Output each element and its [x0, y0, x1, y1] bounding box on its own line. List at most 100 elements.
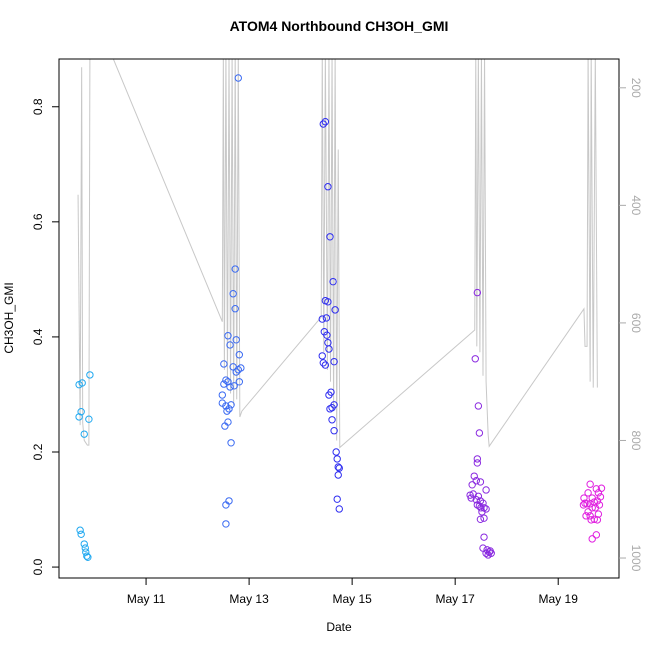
point	[80, 540, 88, 548]
point	[471, 355, 479, 363]
point	[81, 544, 89, 552]
point	[325, 391, 333, 399]
point	[226, 383, 234, 391]
point	[474, 402, 483, 410]
point	[597, 484, 606, 492]
point	[588, 504, 596, 512]
y2-tick-label: 800	[629, 430, 643, 450]
point	[580, 494, 588, 502]
point	[584, 489, 592, 497]
x-tick-label: May 19	[539, 592, 579, 606]
point	[232, 336, 240, 344]
point	[588, 535, 596, 543]
point	[229, 290, 237, 298]
point	[321, 118, 330, 126]
point	[470, 472, 478, 480]
point	[593, 497, 602, 505]
point	[592, 531, 601, 539]
point	[593, 516, 602, 524]
y-tick-label: 0.4	[31, 328, 45, 345]
point	[227, 401, 235, 409]
point	[224, 332, 232, 340]
point	[586, 480, 594, 488]
pressure-line	[77, 59, 598, 449]
point	[226, 341, 234, 349]
point	[222, 501, 230, 509]
point	[322, 314, 331, 322]
point	[329, 277, 337, 286]
point	[333, 495, 341, 503]
point	[77, 530, 85, 538]
point	[334, 463, 342, 471]
point	[230, 382, 238, 390]
point	[584, 508, 592, 516]
point	[482, 486, 490, 494]
plot-frame	[58, 58, 620, 579]
point	[335, 464, 343, 472]
point	[220, 380, 228, 388]
point	[331, 306, 339, 314]
point	[76, 526, 84, 534]
point	[325, 345, 333, 353]
point	[323, 331, 331, 339]
point	[594, 510, 603, 518]
point	[234, 74, 242, 82]
y-tick-label: 0.0	[31, 558, 45, 575]
point	[477, 504, 485, 512]
point	[319, 359, 327, 367]
point	[222, 376, 230, 384]
point	[328, 416, 336, 424]
point	[86, 371, 94, 379]
point	[318, 315, 326, 323]
point	[77, 408, 85, 416]
point	[75, 413, 83, 421]
point	[235, 378, 244, 386]
point	[583, 500, 591, 508]
x-axis-label: Date	[326, 620, 352, 634]
point	[591, 504, 600, 512]
point	[234, 366, 242, 374]
point	[590, 515, 598, 524]
point	[482, 549, 490, 557]
y-tick-label: 0.2	[31, 443, 45, 460]
point	[472, 496, 480, 504]
point	[579, 501, 588, 509]
x-tick-label: May 15	[332, 592, 372, 606]
point	[85, 415, 93, 423]
point	[468, 481, 476, 489]
point	[221, 422, 229, 430]
point	[473, 459, 482, 467]
point	[324, 298, 332, 306]
point	[473, 455, 482, 463]
point	[326, 233, 334, 241]
point	[485, 548, 493, 556]
point	[319, 120, 327, 128]
point	[227, 439, 235, 447]
point	[480, 533, 488, 541]
point	[473, 288, 482, 297]
point	[334, 471, 342, 479]
point	[231, 265, 239, 273]
y-tick-label: 0.6	[31, 213, 45, 230]
point	[475, 429, 484, 437]
x-tick-label: May 17	[435, 592, 475, 606]
point	[476, 515, 485, 524]
point	[232, 368, 240, 376]
y-tick-label: 0.8	[31, 98, 45, 115]
point	[218, 391, 227, 399]
point	[84, 553, 92, 561]
point	[321, 361, 330, 369]
x-tick-label: May 11	[127, 592, 166, 606]
point	[330, 427, 338, 435]
y2-tick-label: 200	[629, 78, 643, 98]
point	[326, 405, 334, 413]
point	[472, 477, 480, 485]
y2-tick-label: 1000	[629, 545, 643, 572]
point	[478, 508, 486, 516]
point	[83, 552, 91, 560]
point	[225, 405, 233, 413]
y2-tick-label: 400	[629, 195, 643, 215]
point	[335, 505, 343, 513]
point	[235, 351, 244, 359]
